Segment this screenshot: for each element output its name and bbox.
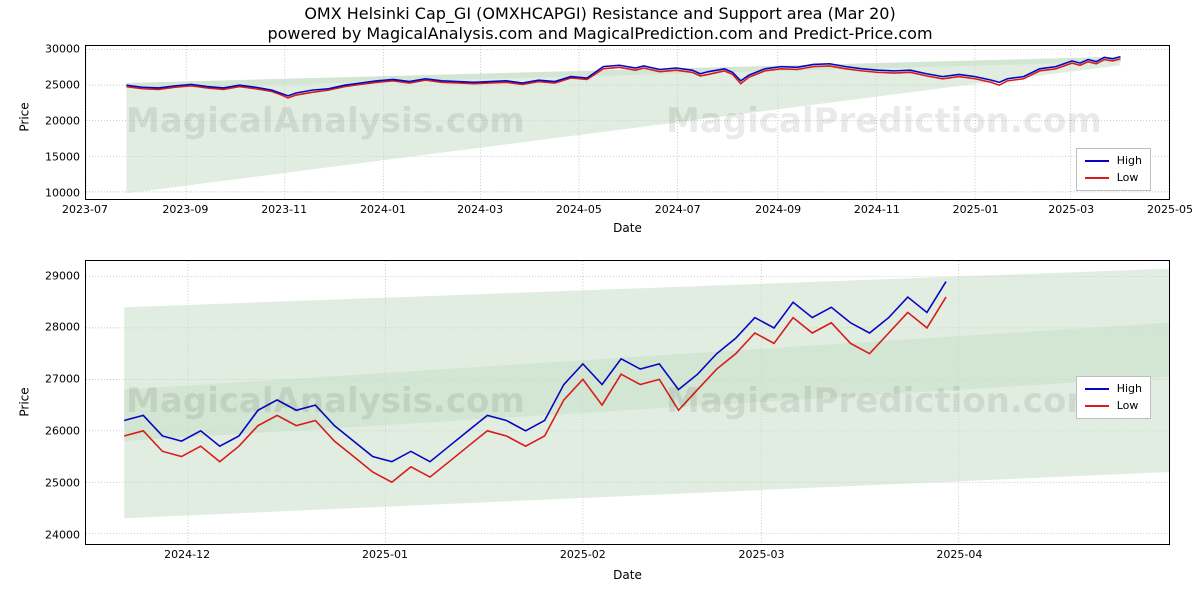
- x-tick-label: 2024-11: [854, 203, 900, 216]
- legend: High Low: [1076, 148, 1151, 191]
- legend-label: Low: [1117, 398, 1139, 415]
- x-tick-label: 2025-03: [1048, 203, 1094, 216]
- y-tick-label: 27000: [20, 373, 80, 386]
- x-axis-label: Date: [85, 221, 1170, 235]
- x-tick-label: 2023-11: [261, 203, 307, 216]
- y-tick-label: 29000: [20, 269, 80, 282]
- top-chart-panel: MagicalAnalysis.com MagicalPrediction.co…: [85, 45, 1170, 200]
- x-tick-label: 2024-09: [755, 203, 801, 216]
- y-tick-label: 26000: [20, 425, 80, 438]
- x-tick-label: 2023-07: [62, 203, 108, 216]
- page-subtitle: powered by MagicalAnalysis.com and Magic…: [0, 24, 1200, 43]
- x-tick-label: 2025-05: [1147, 203, 1193, 216]
- y-tick-label: 30000: [20, 42, 80, 55]
- y-axis-label: Price: [18, 387, 32, 416]
- page-title: OMX Helsinki Cap_GI (OMXHCAPGI) Resistan…: [0, 4, 1200, 23]
- legend: High Low: [1076, 376, 1151, 419]
- y-tick-label: 28000: [20, 321, 80, 334]
- bottom-chart-panel: MagicalAnalysis.com MagicalPrediction.co…: [85, 260, 1170, 545]
- legend-label: Low: [1117, 170, 1139, 187]
- x-tick-label: 2025-01: [362, 548, 408, 561]
- x-tick-label: 2024-07: [655, 203, 701, 216]
- x-tick-label: 2024-05: [556, 203, 602, 216]
- legend-label: High: [1117, 381, 1142, 398]
- x-tick-label: 2023-09: [162, 203, 208, 216]
- x-tick-label: 2024-03: [457, 203, 503, 216]
- x-tick-label: 2025-02: [560, 548, 606, 561]
- y-tick-label: 25000: [20, 476, 80, 489]
- y-tick-label: 25000: [20, 78, 80, 91]
- x-tick-label: 2025-04: [936, 548, 982, 561]
- x-tick-label: 2024-01: [360, 203, 406, 216]
- y-tick-label: 24000: [20, 528, 80, 541]
- x-tick-label: 2025-01: [953, 203, 999, 216]
- y-tick-label: 10000: [20, 186, 80, 199]
- x-tick-label: 2024-12: [164, 548, 210, 561]
- y-tick-label: 15000: [20, 150, 80, 163]
- x-axis-label: Date: [85, 568, 1170, 582]
- top-chart-svg: [86, 46, 1169, 199]
- y-tick-label: 20000: [20, 114, 80, 127]
- bottom-chart-svg: [86, 261, 1169, 544]
- legend-label: High: [1117, 153, 1142, 170]
- x-tick-label: 2025-03: [739, 548, 785, 561]
